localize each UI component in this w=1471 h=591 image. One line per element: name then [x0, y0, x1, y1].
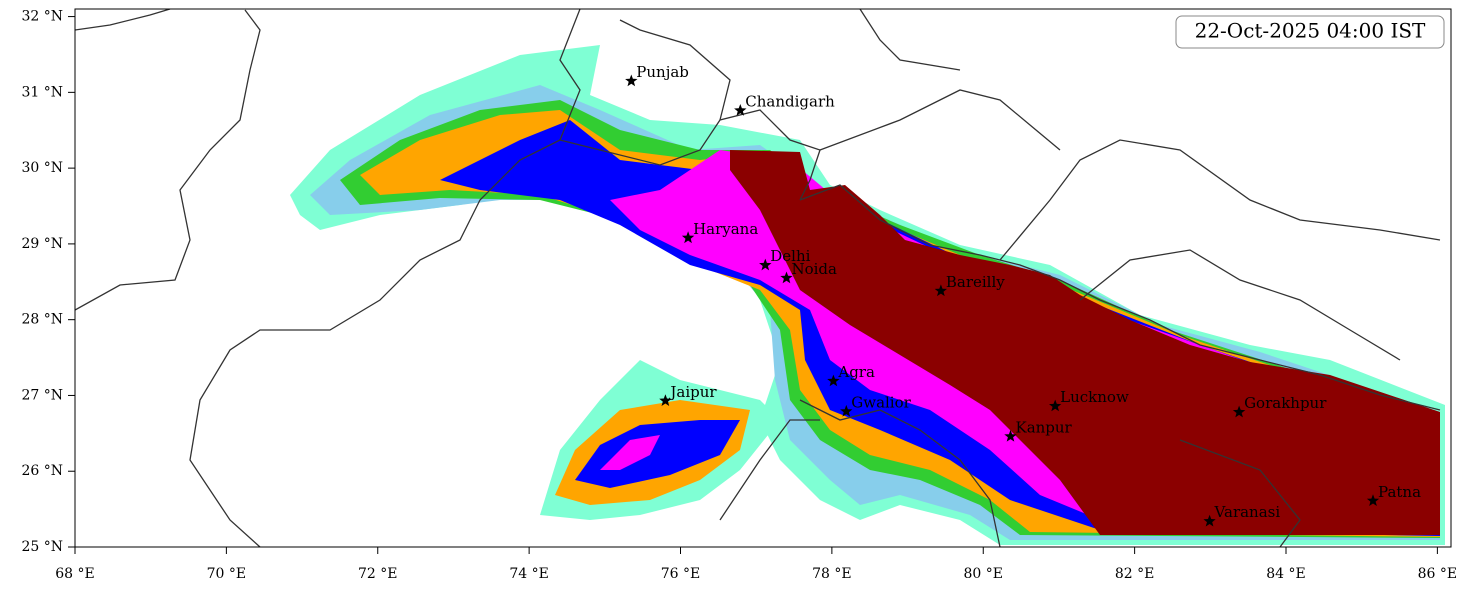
- x-tick-label: 76 °E: [661, 566, 700, 582]
- city-marker: [934, 284, 947, 297]
- city-marker: [681, 231, 695, 244]
- city-marker: [625, 74, 638, 87]
- title-box: [1175, 15, 1445, 49]
- y-tick-label: 32 °N: [21, 9, 63, 25]
- city-label: Haryana: [693, 220, 758, 238]
- city-label: Lucknow: [1060, 388, 1129, 406]
- x-tick-label: 74 °E: [509, 566, 548, 582]
- city-marker: [1366, 494, 1380, 506]
- city-label: Delhi: [770, 247, 810, 265]
- city-marker: [1004, 429, 1017, 442]
- map-title: 22-Oct-2025 04:00 IST: [1195, 19, 1426, 43]
- y-tick-label: 29 °N: [21, 236, 63, 252]
- city-marker: [734, 104, 747, 116]
- city-marker: [780, 271, 793, 284]
- x-tick-label: 68 °E: [55, 566, 94, 582]
- y-tick-label: 30 °N: [21, 160, 63, 176]
- city-marker: [1049, 399, 1062, 412]
- city-label: Punjab: [636, 63, 689, 81]
- y-tick-label: 28 °N: [21, 312, 63, 328]
- y-tick-label: 27 °N: [21, 387, 63, 403]
- city-label: Bareilly: [946, 273, 1005, 291]
- plot-frame: [74, 8, 1452, 548]
- x-tick-label: 82 °E: [1115, 566, 1154, 582]
- city-marker: [840, 404, 853, 417]
- city-marker: [659, 394, 672, 406]
- city-label: Patna: [1378, 483, 1421, 501]
- city-marker: [1203, 514, 1216, 527]
- y-tick-label: 26 °N: [21, 463, 63, 479]
- precipitation-field: [290, 45, 1445, 545]
- city-label: Kanpur: [1015, 418, 1072, 436]
- city-label: Varanasi: [1214, 503, 1281, 521]
- city-label: Noida: [791, 260, 837, 278]
- city-label: Agra: [837, 363, 875, 381]
- x-tick-label: 84 °E: [1266, 566, 1305, 582]
- y-tick-label: 31 °N: [21, 84, 63, 100]
- city-label: Jaipur: [668, 383, 717, 401]
- x-tick-label: 70 °E: [207, 566, 246, 582]
- x-tick-label: 72 °E: [358, 566, 397, 582]
- borders: [75, 9, 1441, 547]
- x-tick-label: 80 °E: [964, 566, 1003, 582]
- city-marker: [1232, 405, 1246, 418]
- x-tick-label: 86 °E: [1418, 566, 1457, 582]
- y-tick-label: 25 °N: [21, 539, 63, 555]
- city-marker: [827, 374, 840, 387]
- city-label: Chandigarh: [745, 93, 835, 111]
- city-label: Gorakhpur: [1244, 394, 1327, 412]
- city-label: Gwalior: [851, 393, 911, 411]
- x-tick-label: 78 °E: [812, 566, 851, 582]
- city-marker: [759, 258, 772, 271]
